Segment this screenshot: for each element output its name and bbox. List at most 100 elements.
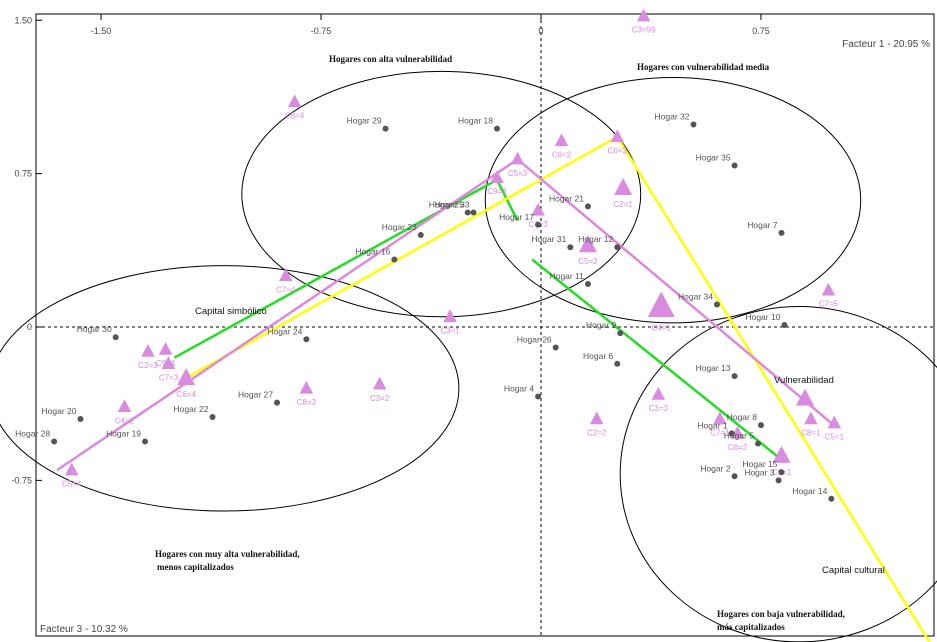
region-label-line: Hogares con muy alta vulnerabilidad,	[155, 549, 300, 559]
household-marker	[584, 203, 591, 210]
modality-label: C2=2	[587, 429, 607, 438]
household-marker	[728, 430, 735, 437]
x-axis-title: Facteur 1 - 20.95 %	[842, 39, 930, 50]
household-marker	[535, 393, 542, 400]
vector-segment	[531, 258, 786, 463]
modality-label: C5=4	[62, 480, 82, 489]
household-label: Hogar 32	[655, 112, 690, 122]
household-label: Hogar 15	[743, 459, 778, 469]
household-marker	[713, 301, 720, 308]
modality-marker	[713, 411, 727, 425]
modality-marker	[117, 399, 132, 413]
modality-marker	[158, 341, 173, 355]
cluster-ellipse	[241, 70, 642, 318]
axis-ticks: -1.50 -0.75 0 0.75 1.50 0.75 0 -0.75	[11, 14, 770, 485]
household-label: Hogar 12	[578, 234, 613, 244]
household-marker	[470, 209, 477, 216]
region-label-line: más capitalizados	[717, 622, 785, 632]
modality-label: C9=3	[487, 187, 507, 196]
household-marker	[731, 162, 738, 169]
modality-marker	[554, 133, 569, 147]
region-label-muy-alta: Hogares con muy alta vulnerabilidad, meno…	[155, 549, 300, 572]
modality-marker	[647, 291, 675, 318]
household-label: Hogar 3	[744, 467, 775, 477]
household-points: Hogar 1 Hogar 2 Hogar 3 Hogar 4 Hogar 5 Hogar…	[15, 112, 835, 502]
household-label: Hogar 14	[792, 486, 827, 496]
household-label: Hogar 11	[550, 271, 585, 281]
vectors	[56, 135, 931, 642]
modality-marker	[821, 282, 836, 296]
modality-label: C3=99	[632, 26, 656, 35]
modality-label: C3=2	[370, 394, 390, 403]
modality-label: C5=3	[508, 169, 528, 178]
household-marker	[781, 321, 788, 328]
vector-label-capital-cultural: Capital cultural	[822, 565, 885, 576]
vector-segment	[495, 179, 519, 222]
region-label-baja: Hogares con baja vulnerabilidad, más capi…	[717, 609, 845, 632]
modality-marker	[531, 202, 545, 216]
household-marker	[274, 399, 281, 406]
x-tick-label: -1.50	[91, 26, 112, 36]
household-label: Hogar 31	[531, 234, 566, 244]
modality-label: C3=1	[440, 326, 460, 335]
household-marker	[778, 229, 785, 236]
modality-label: C2=3	[138, 361, 158, 370]
modality-marker	[827, 415, 842, 429]
household-marker	[614, 244, 621, 251]
y-tick-label: 0.75	[14, 169, 32, 179]
household-marker	[552, 344, 559, 351]
household-marker	[757, 422, 764, 429]
modality-label: C6=2	[552, 150, 572, 159]
household-marker	[828, 495, 835, 502]
modality-label: C2=1	[613, 200, 633, 209]
modality-marker	[589, 411, 604, 425]
household-label: Hogar 22	[174, 404, 209, 414]
region-label-line: menos capitalizados	[157, 562, 234, 572]
household-marker	[382, 125, 389, 132]
modality-marker	[578, 235, 597, 253]
household-marker	[494, 125, 501, 132]
household-marker	[142, 438, 149, 445]
modality-marker	[299, 380, 314, 394]
modality-marker	[730, 425, 745, 439]
household-label: Hogar 9	[586, 320, 617, 330]
modality-label: C8=3	[297, 398, 317, 407]
modality-marker	[443, 309, 457, 323]
household-marker	[614, 360, 621, 367]
y-tick-label: -0.75	[11, 475, 32, 485]
household-label: Hogar 5	[724, 431, 755, 441]
household-label: Hogar 26	[517, 334, 552, 344]
household-label: Hogar 16	[355, 247, 390, 257]
household-marker	[755, 440, 762, 447]
household-marker	[535, 221, 542, 228]
household-marker	[51, 438, 58, 445]
household-label: Hogar 28	[15, 429, 50, 439]
household-label: Hogar 35	[696, 152, 731, 162]
y-tick-label: 1.50	[14, 15, 32, 25]
household-marker	[778, 469, 785, 476]
household-marker	[112, 334, 119, 341]
region-label-line: Hogares con baja vulnerabilidad,	[717, 609, 845, 619]
vector-label-vulnerabilidad: Vulnerabilidad	[774, 375, 834, 386]
household-label: Hogar 7	[747, 220, 778, 230]
modality-label: C6=2	[728, 443, 748, 452]
modality-marker	[795, 388, 814, 406]
household-label: Hogar 23	[382, 222, 417, 232]
household-marker	[77, 416, 84, 423]
y-tick-label: 0	[27, 322, 32, 332]
modality-label: C6=4	[176, 390, 196, 399]
modality-label: C4=2	[115, 416, 135, 425]
vector-segment	[616, 136, 931, 642]
household-marker	[617, 330, 624, 337]
modality-marker	[490, 170, 504, 183]
household-label: Hogar 30	[77, 324, 112, 334]
modality-label: C5=2	[578, 257, 598, 266]
region-label-media: Hogares con vulnerabilidad media	[637, 62, 770, 72]
modality-marker	[64, 462, 79, 476]
household-label: Hogar 6	[583, 351, 614, 361]
modality-marker	[177, 368, 196, 386]
vector-segment	[56, 158, 519, 472]
modality-marker	[141, 344, 155, 357]
household-label: Hogar 33	[435, 199, 470, 209]
modality-marker	[279, 268, 293, 282]
